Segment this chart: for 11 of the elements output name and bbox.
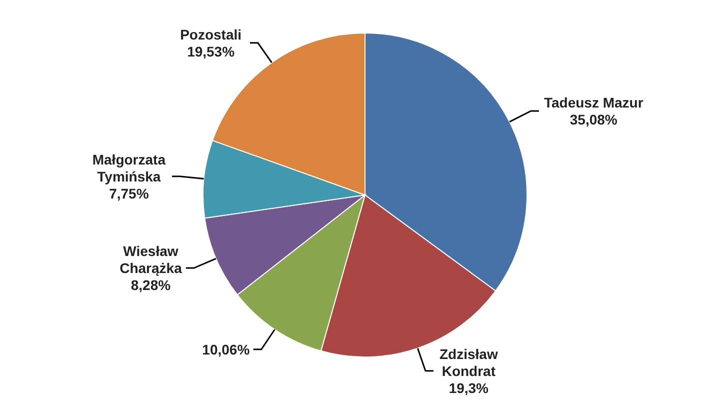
slice-label: Zdzisław Kondrat: [439, 346, 498, 379]
data-label: 8,28%: [130, 277, 172, 294]
slice-label: Tadeusz Mazur: [544, 94, 644, 110]
slice-label: Małgorzata Tymińska: [92, 151, 166, 184]
slice-label: Wiesław Charążka: [120, 243, 182, 276]
data-label: 19,3%: [448, 380, 490, 396]
slice-label: Pozostali: [180, 26, 242, 42]
data-label: 7,75%: [109, 185, 150, 202]
data-label: 35,08%: [570, 111, 618, 128]
data-label: 10,06%: [202, 341, 250, 358]
data-label: 19,53%: [187, 43, 236, 60]
